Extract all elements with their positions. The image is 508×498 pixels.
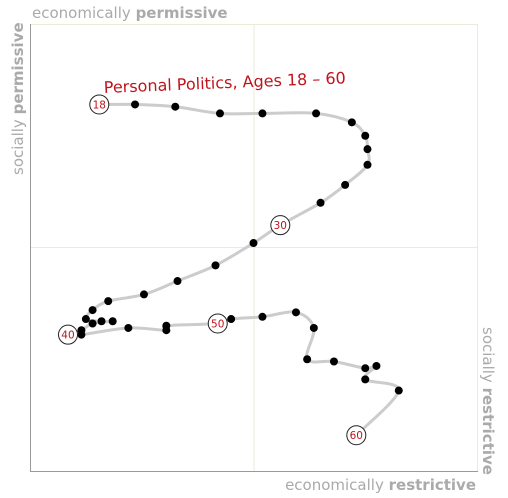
age-label: 40 [61, 329, 74, 341]
data-point [347, 118, 356, 127]
bottom-axis-prefix: economically [285, 476, 384, 494]
data-point [139, 290, 148, 299]
data-point [361, 131, 370, 140]
data-points-layer [77, 100, 403, 395]
data-point [394, 386, 403, 395]
bottom-axis-label: economically restrictive [285, 476, 476, 494]
left-axis-label: socially permissive [9, 22, 27, 175]
age-label: 30 [274, 220, 287, 232]
data-point [316, 198, 325, 207]
age-marker-60: 60 [346, 425, 367, 446]
data-point [329, 357, 338, 366]
data-point [291, 308, 300, 317]
data-point [131, 100, 140, 109]
data-point [361, 364, 370, 373]
age-label: 18 [93, 99, 106, 111]
data-point [77, 330, 86, 339]
data-point [97, 317, 106, 326]
age-label: 60 [350, 430, 363, 442]
left-axis-emphasis: permissive [9, 22, 27, 114]
right-axis-prefix: socially [479, 327, 497, 383]
data-point [258, 109, 267, 118]
age-marker-circle [207, 313, 228, 334]
left-axis-prefix: socially [9, 119, 27, 175]
data-point [258, 312, 267, 321]
age-marker-circle [270, 215, 291, 236]
data-point [81, 315, 90, 324]
data-point [312, 109, 321, 118]
data-point [215, 109, 224, 118]
data-point [249, 239, 258, 248]
data-point [372, 361, 381, 370]
data-point [173, 277, 182, 286]
data-point [88, 319, 97, 328]
age-marker-40: 40 [57, 324, 78, 345]
right-axis-label: socially restrictive [479, 327, 497, 475]
age-marker-18: 18 [89, 94, 110, 115]
age-marker-30: 30 [270, 215, 291, 236]
data-point [104, 297, 113, 306]
data-point [227, 315, 236, 324]
age-marker-circle [89, 94, 110, 115]
age-labels-layer: 18 30 40 50 60 [57, 94, 367, 446]
data-point [171, 102, 180, 111]
data-point [303, 355, 312, 364]
age-marker-circle [346, 425, 367, 446]
right-axis-emphasis: restrictive [479, 388, 497, 475]
data-point [108, 317, 117, 326]
top-axis-label: economically permissive [32, 4, 228, 22]
age-label: 50 [211, 318, 224, 330]
age-marker-50: 50 [207, 313, 228, 334]
data-point [341, 180, 350, 189]
top-axis-emphasis: permissive [136, 4, 228, 22]
age-marker-circle [57, 324, 78, 345]
data-point [124, 323, 133, 332]
data-point [361, 375, 370, 384]
data-point [363, 145, 372, 154]
data-point [211, 261, 220, 270]
data-point [309, 323, 318, 332]
data-point [162, 321, 171, 330]
data-point [363, 160, 372, 169]
data-point [88, 306, 97, 315]
top-axis-prefix: economically [32, 4, 131, 22]
bottom-axis-emphasis: restrictive [389, 476, 476, 494]
